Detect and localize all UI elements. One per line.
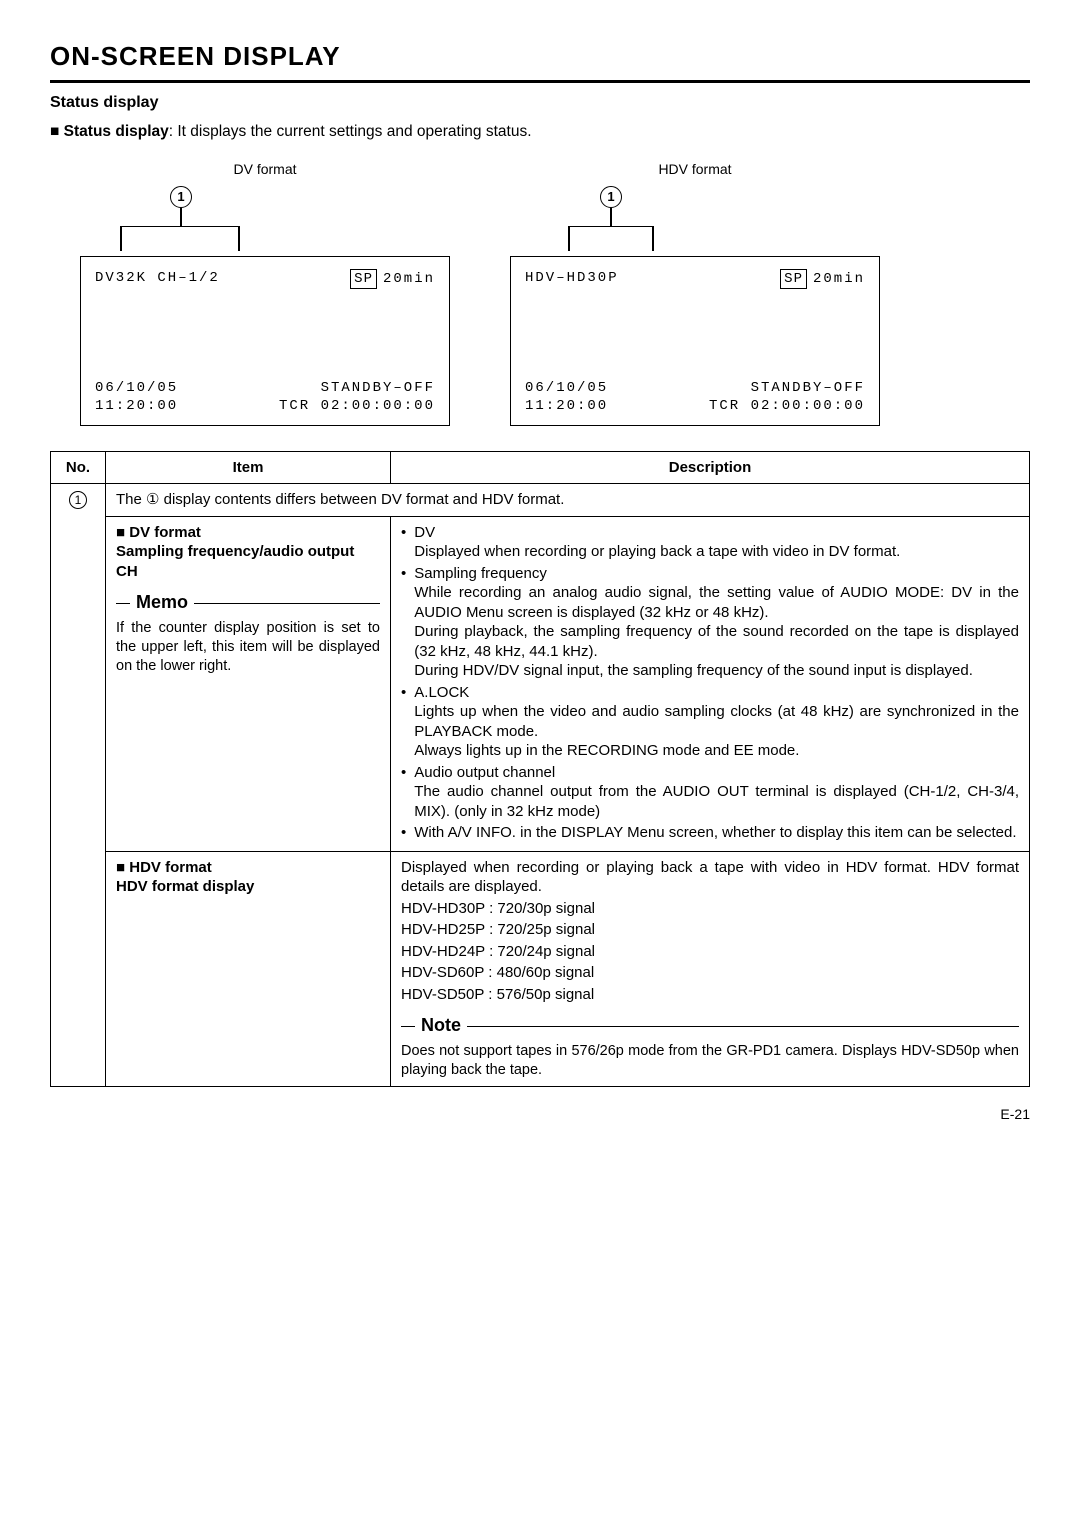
dv-b2-p2: During playback, the sampling frequency … bbox=[414, 623, 1019, 660]
dv-b3-p1: Lights up when the video and audio sampl… bbox=[414, 703, 1019, 740]
row-no-cell: 1 bbox=[51, 484, 106, 1086]
hdv-sig5: HDV-SD50P : 576/50p signal bbox=[401, 985, 1019, 1005]
hdv-top-left: HDV–HD30P bbox=[525, 269, 619, 287]
hdv-sig2: HDV-HD25P : 720/25p signal bbox=[401, 920, 1019, 940]
status-intro-label: Status display bbox=[64, 123, 169, 140]
dv-top-right: SP 20min bbox=[350, 269, 435, 289]
th-item: Item bbox=[106, 451, 391, 484]
hdv-sig4: HDV-SD60P : 480/60p signal bbox=[401, 963, 1019, 983]
dv-b3-head: A.LOCK bbox=[414, 684, 469, 701]
hdv-sig1: HDV-HD30P : 720/30p signal bbox=[401, 899, 1019, 919]
dv-tcr: TCR 02:00:00:00 bbox=[279, 397, 435, 415]
hdv-intro: Displayed when recording or playing back… bbox=[401, 858, 1019, 897]
dv-b5: With A/V INFO. in the DISPLAY Menu scree… bbox=[414, 824, 1016, 841]
hdv-sig3: HDV-HD24P : 720/24p signal bbox=[401, 942, 1019, 962]
dv-bottom-right: STANDBY–OFF TCR 02:00:00:00 bbox=[279, 379, 435, 415]
hdv-item-title: HDV format bbox=[129, 859, 212, 876]
hdv-bottom-right: STANDBY–OFF TCR 02:00:00:00 bbox=[709, 379, 865, 415]
hdv-osd-box: HDV–HD30P SP 20min 06/10/05 11:20:00 STAN… bbox=[510, 256, 880, 426]
row-span-text: The ① display contents differs between D… bbox=[106, 484, 1030, 517]
dv-date: 06/10/05 bbox=[95, 379, 178, 397]
dv-sp: SP bbox=[350, 269, 377, 289]
hdv-diagram: HDV format 1 HDV–HD30P SP 20min 06/10/05 … bbox=[510, 160, 880, 426]
hdv-tcr: TCR 02:00:00:00 bbox=[709, 397, 865, 415]
hdv-item-cell: ■ HDV format HDV format display bbox=[106, 851, 391, 1086]
memo-label: Memo bbox=[136, 591, 188, 614]
dv-b2-p3: During HDV/DV signal input, the sampling… bbox=[414, 662, 973, 679]
marker-circle-hdv: 1 bbox=[600, 186, 622, 208]
th-no: No. bbox=[51, 451, 106, 484]
dv-b3-p2: Always lights up in the RECORDING mode a… bbox=[414, 742, 799, 759]
note-box: Note Does not support tapes in 576/26p m… bbox=[401, 1014, 1019, 1079]
dv-standby: STANDBY–OFF bbox=[279, 379, 435, 397]
diagram-row: DV format 1 DV32K CH–1/2 SP 20min 06/10/0… bbox=[50, 160, 1030, 426]
dv-b2-p1: While recording an analog audio signal, … bbox=[414, 584, 1019, 621]
dv-osd-box: DV32K CH–1/2 SP 20min 06/10/05 11:20:00 S… bbox=[80, 256, 450, 426]
dv-b1-head: DV bbox=[414, 524, 435, 541]
dv-b4-head: Audio output channel bbox=[414, 764, 555, 781]
hdv-time: 11:20:00 bbox=[525, 397, 608, 415]
dv-time: 11:20:00 bbox=[95, 397, 178, 415]
row-no-circle: 1 bbox=[69, 491, 87, 509]
hdv-standby: STANDBY–OFF bbox=[709, 379, 865, 397]
hdv-desc-cell: Displayed when recording or playing back… bbox=[391, 851, 1030, 1086]
hdv-top-right: SP 20min bbox=[780, 269, 865, 289]
hdv-duration: 20min bbox=[813, 271, 865, 287]
dv-item-sub: Sampling frequency/audio output CH bbox=[116, 542, 380, 581]
hdv-item-sub: HDV format display bbox=[116, 877, 380, 897]
hdv-bottom-left: 06/10/05 11:20:00 bbox=[525, 379, 608, 415]
dv-top-left: DV32K CH–1/2 bbox=[95, 269, 220, 287]
title-rule bbox=[50, 80, 1030, 83]
hdv-sp: SP bbox=[780, 269, 807, 289]
dv-desc-cell: • DV Displayed when recording or playing… bbox=[391, 516, 1030, 851]
dv-duration: 20min bbox=[383, 271, 435, 287]
dv-diagram-label: DV format bbox=[80, 160, 450, 178]
hdv-diagram-label: HDV format bbox=[510, 160, 880, 178]
dv-bottom-left: 06/10/05 11:20:00 bbox=[95, 379, 178, 415]
section-heading: Status display bbox=[50, 93, 1030, 114]
dv-b2-head: Sampling frequency bbox=[414, 565, 547, 582]
marker-circle: 1 bbox=[170, 186, 192, 208]
memo-box: Memo If the counter display position is … bbox=[116, 591, 380, 675]
hdv-date: 06/10/05 bbox=[525, 379, 608, 397]
dv-item-title: DV format bbox=[129, 524, 201, 541]
dv-diagram: DV format 1 DV32K CH–1/2 SP 20min 06/10/0… bbox=[80, 160, 450, 426]
description-table: No. Item Description 1 The ① display con… bbox=[50, 451, 1030, 1087]
note-label: Note bbox=[421, 1014, 461, 1037]
memo-text: If the counter display position is set t… bbox=[116, 619, 380, 676]
status-intro-text: : It displays the current settings and o… bbox=[169, 123, 532, 140]
dv-item-cell: ■ DV format Sampling frequency/audio out… bbox=[106, 516, 391, 851]
note-text: Does not support tapes in 576/26p mode f… bbox=[401, 1042, 1019, 1080]
page-number: E-21 bbox=[50, 1105, 1030, 1123]
page-title: ON-SCREEN DISPLAY bbox=[50, 40, 1030, 74]
status-intro: ■ Status display: It displays the curren… bbox=[50, 122, 1030, 142]
dv-b1-body: Displayed when recording or playing back… bbox=[414, 543, 900, 560]
dv-b4-body: The audio channel output from the AUDIO … bbox=[414, 783, 1019, 820]
th-desc: Description bbox=[391, 451, 1030, 484]
